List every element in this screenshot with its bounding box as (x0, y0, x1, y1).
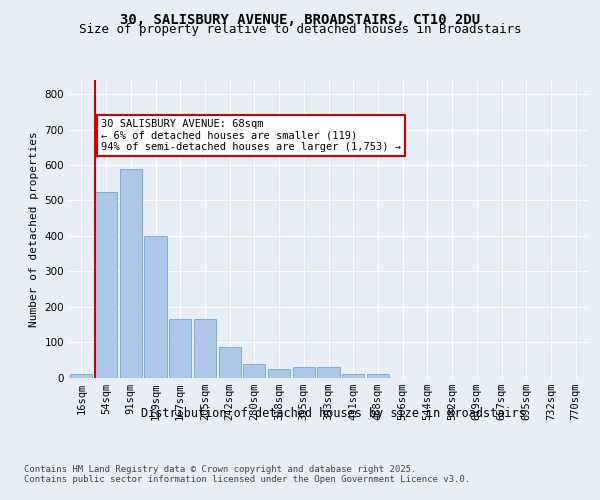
Bar (145, 236, 167, 378)
Text: 30 SALISBURY AVENUE: 68sqm
← 6% of detached houses are smaller (119)
94% of semi: 30 SALISBURY AVENUE: 68sqm ← 6% of detac… (101, 119, 401, 152)
Bar (367, 374, 389, 378)
Bar (194, 319, 216, 378)
Text: Contains HM Land Registry data © Crown copyright and database right 2025.: Contains HM Land Registry data © Crown c… (24, 465, 416, 474)
Bar (218, 348, 241, 378)
Bar (293, 367, 315, 378)
Bar (268, 368, 290, 378)
Bar (342, 374, 364, 378)
Bar (119, 168, 142, 378)
Text: Contains public sector information licensed under the Open Government Licence v3: Contains public sector information licen… (24, 475, 470, 484)
Bar (169, 319, 191, 378)
Text: Distribution of detached houses by size in Broadstairs: Distribution of detached houses by size … (140, 408, 526, 420)
Bar (70, 374, 92, 378)
Bar (243, 364, 265, 378)
Text: 30, SALISBURY AVENUE, BROADSTAIRS, CT10 2DU: 30, SALISBURY AVENUE, BROADSTAIRS, CT10 … (120, 12, 480, 26)
Y-axis label: Number of detached properties: Number of detached properties (29, 131, 39, 326)
Bar (95, 192, 117, 378)
Text: Size of property relative to detached houses in Broadstairs: Size of property relative to detached ho… (79, 22, 521, 36)
Bar (317, 367, 340, 378)
